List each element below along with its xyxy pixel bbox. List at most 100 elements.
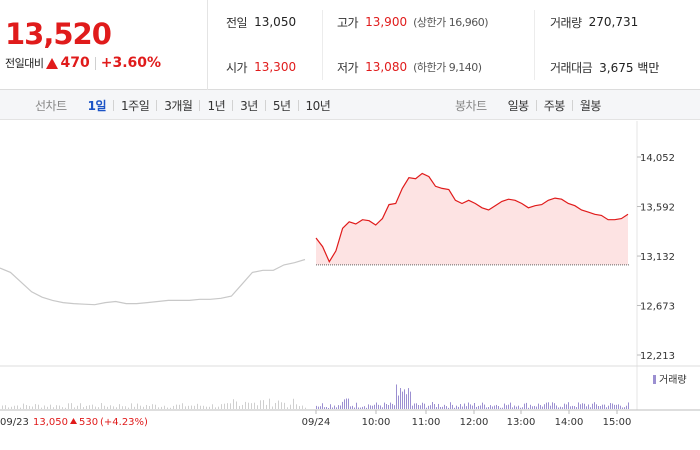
volume-bar	[386, 404, 387, 409]
divider	[113, 99, 115, 111]
tab-10y[interactable]: 10년	[305, 98, 331, 113]
volume-bar	[614, 404, 615, 409]
volume-bar	[628, 402, 629, 409]
volume-bar	[263, 400, 264, 409]
volume-bar	[200, 405, 201, 409]
volume-bar	[35, 404, 36, 409]
tab-1d[interactable]: 1일	[87, 98, 107, 113]
tab-5y[interactable]: 5년	[272, 98, 291, 113]
tab-1w[interactable]: 1주일	[121, 98, 150, 113]
y-tick-label: 14,052	[640, 153, 675, 164]
divider	[156, 99, 158, 111]
volume-bar	[534, 405, 535, 409]
volume-bar	[113, 406, 114, 409]
tab-weekly[interactable]: 주봉	[543, 98, 566, 113]
price-chart: 14,052 13,592 13,132 12,673 12,213 09/24 10:0…	[0, 121, 700, 450]
chart-legend: 거래량 09/23 13,050 530 (+4.23%)	[0, 374, 687, 428]
volume-bar	[233, 399, 234, 409]
volume-bar	[508, 404, 509, 409]
change-row: 전일대비 470 +3.60%	[5, 53, 161, 73]
chart-tabs-bar: 선차트 1일 1주일 3개월 1년 3년 5년 10년 봉차트 일봉 주봉 월봉	[0, 90, 700, 120]
tab-3m[interactable]: 3개월	[164, 98, 193, 113]
volume-bar	[320, 406, 321, 409]
volume-bar	[582, 403, 583, 409]
volume-bar	[305, 407, 306, 409]
volume-bar	[356, 402, 357, 409]
volume-bar	[140, 405, 141, 409]
volume-bar	[592, 403, 593, 409]
volume-bar	[176, 404, 177, 409]
volume-bar	[612, 403, 613, 409]
volume-bar	[143, 406, 144, 409]
upper-limit-value: 16,960	[448, 16, 485, 29]
volume-bar	[251, 403, 252, 409]
volume-bar	[360, 407, 361, 409]
volume-bar	[486, 407, 487, 409]
volume-bar	[322, 403, 323, 409]
volume-bar	[562, 407, 563, 409]
volume-bar	[378, 404, 379, 409]
tab-1y[interactable]: 1년	[207, 98, 226, 113]
volume-bar	[44, 405, 45, 409]
volume-bar	[558, 407, 559, 409]
volume-bar	[346, 398, 347, 409]
volume-bar	[131, 403, 132, 409]
volume-bar	[122, 406, 123, 409]
volume-bar	[430, 405, 431, 409]
volume-bar	[522, 407, 523, 409]
volume-bar	[598, 405, 599, 409]
volume-bar	[11, 406, 12, 409]
tab-monthly[interactable]: 월봉	[579, 98, 602, 113]
volume-bar	[5, 405, 6, 409]
volume-bar	[104, 405, 105, 409]
volume-bar	[215, 407, 216, 409]
volume-bar	[428, 405, 429, 409]
tab-3y[interactable]: 3년	[240, 98, 258, 113]
volume-bar	[412, 405, 413, 409]
x-tick-label: 15:00	[603, 417, 632, 428]
volume-bar	[468, 402, 469, 409]
volume-bar	[526, 402, 527, 409]
upper-limit-label: 상한가	[416, 16, 446, 29]
volume-bar	[266, 404, 267, 409]
today-area-fill	[316, 173, 628, 265]
volume-bar	[492, 406, 493, 409]
volume-bar	[424, 403, 425, 409]
volume-bar	[56, 405, 57, 409]
volume-bar	[538, 403, 539, 409]
volume-bar	[542, 406, 543, 409]
volume-bar	[600, 405, 601, 409]
volume-bar	[350, 406, 351, 409]
legend-rate: (+4.23%)	[100, 417, 148, 428]
volume-bar	[334, 405, 335, 409]
chart-grid	[0, 121, 700, 411]
volume-bar	[532, 406, 533, 409]
volume-bar	[8, 407, 9, 409]
volume-bar	[374, 404, 375, 409]
volume-bar	[38, 404, 39, 409]
volume-bar	[164, 405, 165, 409]
chart-fill	[316, 173, 628, 265]
volume-bar	[318, 406, 319, 409]
volume-bar	[101, 403, 102, 409]
low-value: 13,080	[365, 60, 408, 74]
volume-bar	[510, 402, 511, 409]
volume-bar	[170, 407, 171, 409]
volume-bar	[236, 401, 237, 409]
volume-bar	[464, 403, 465, 409]
volume-bar	[616, 404, 617, 409]
volume-bar	[462, 406, 463, 409]
tab-daily[interactable]: 일봉	[507, 98, 530, 113]
volume-bar	[212, 404, 213, 409]
volume-bar	[239, 405, 240, 409]
divider	[232, 99, 234, 111]
volume-bar	[458, 406, 459, 409]
volume-bar	[32, 406, 33, 409]
volume-bar	[296, 404, 297, 409]
volume-bar	[98, 407, 99, 409]
current-price-box: 13,520 전일대비 470 +3.60%	[0, 0, 208, 90]
amount-label: 거래대금	[550, 60, 593, 75]
volume-bar	[618, 404, 619, 409]
volume-bar	[418, 404, 419, 409]
volume-bar	[604, 404, 605, 409]
